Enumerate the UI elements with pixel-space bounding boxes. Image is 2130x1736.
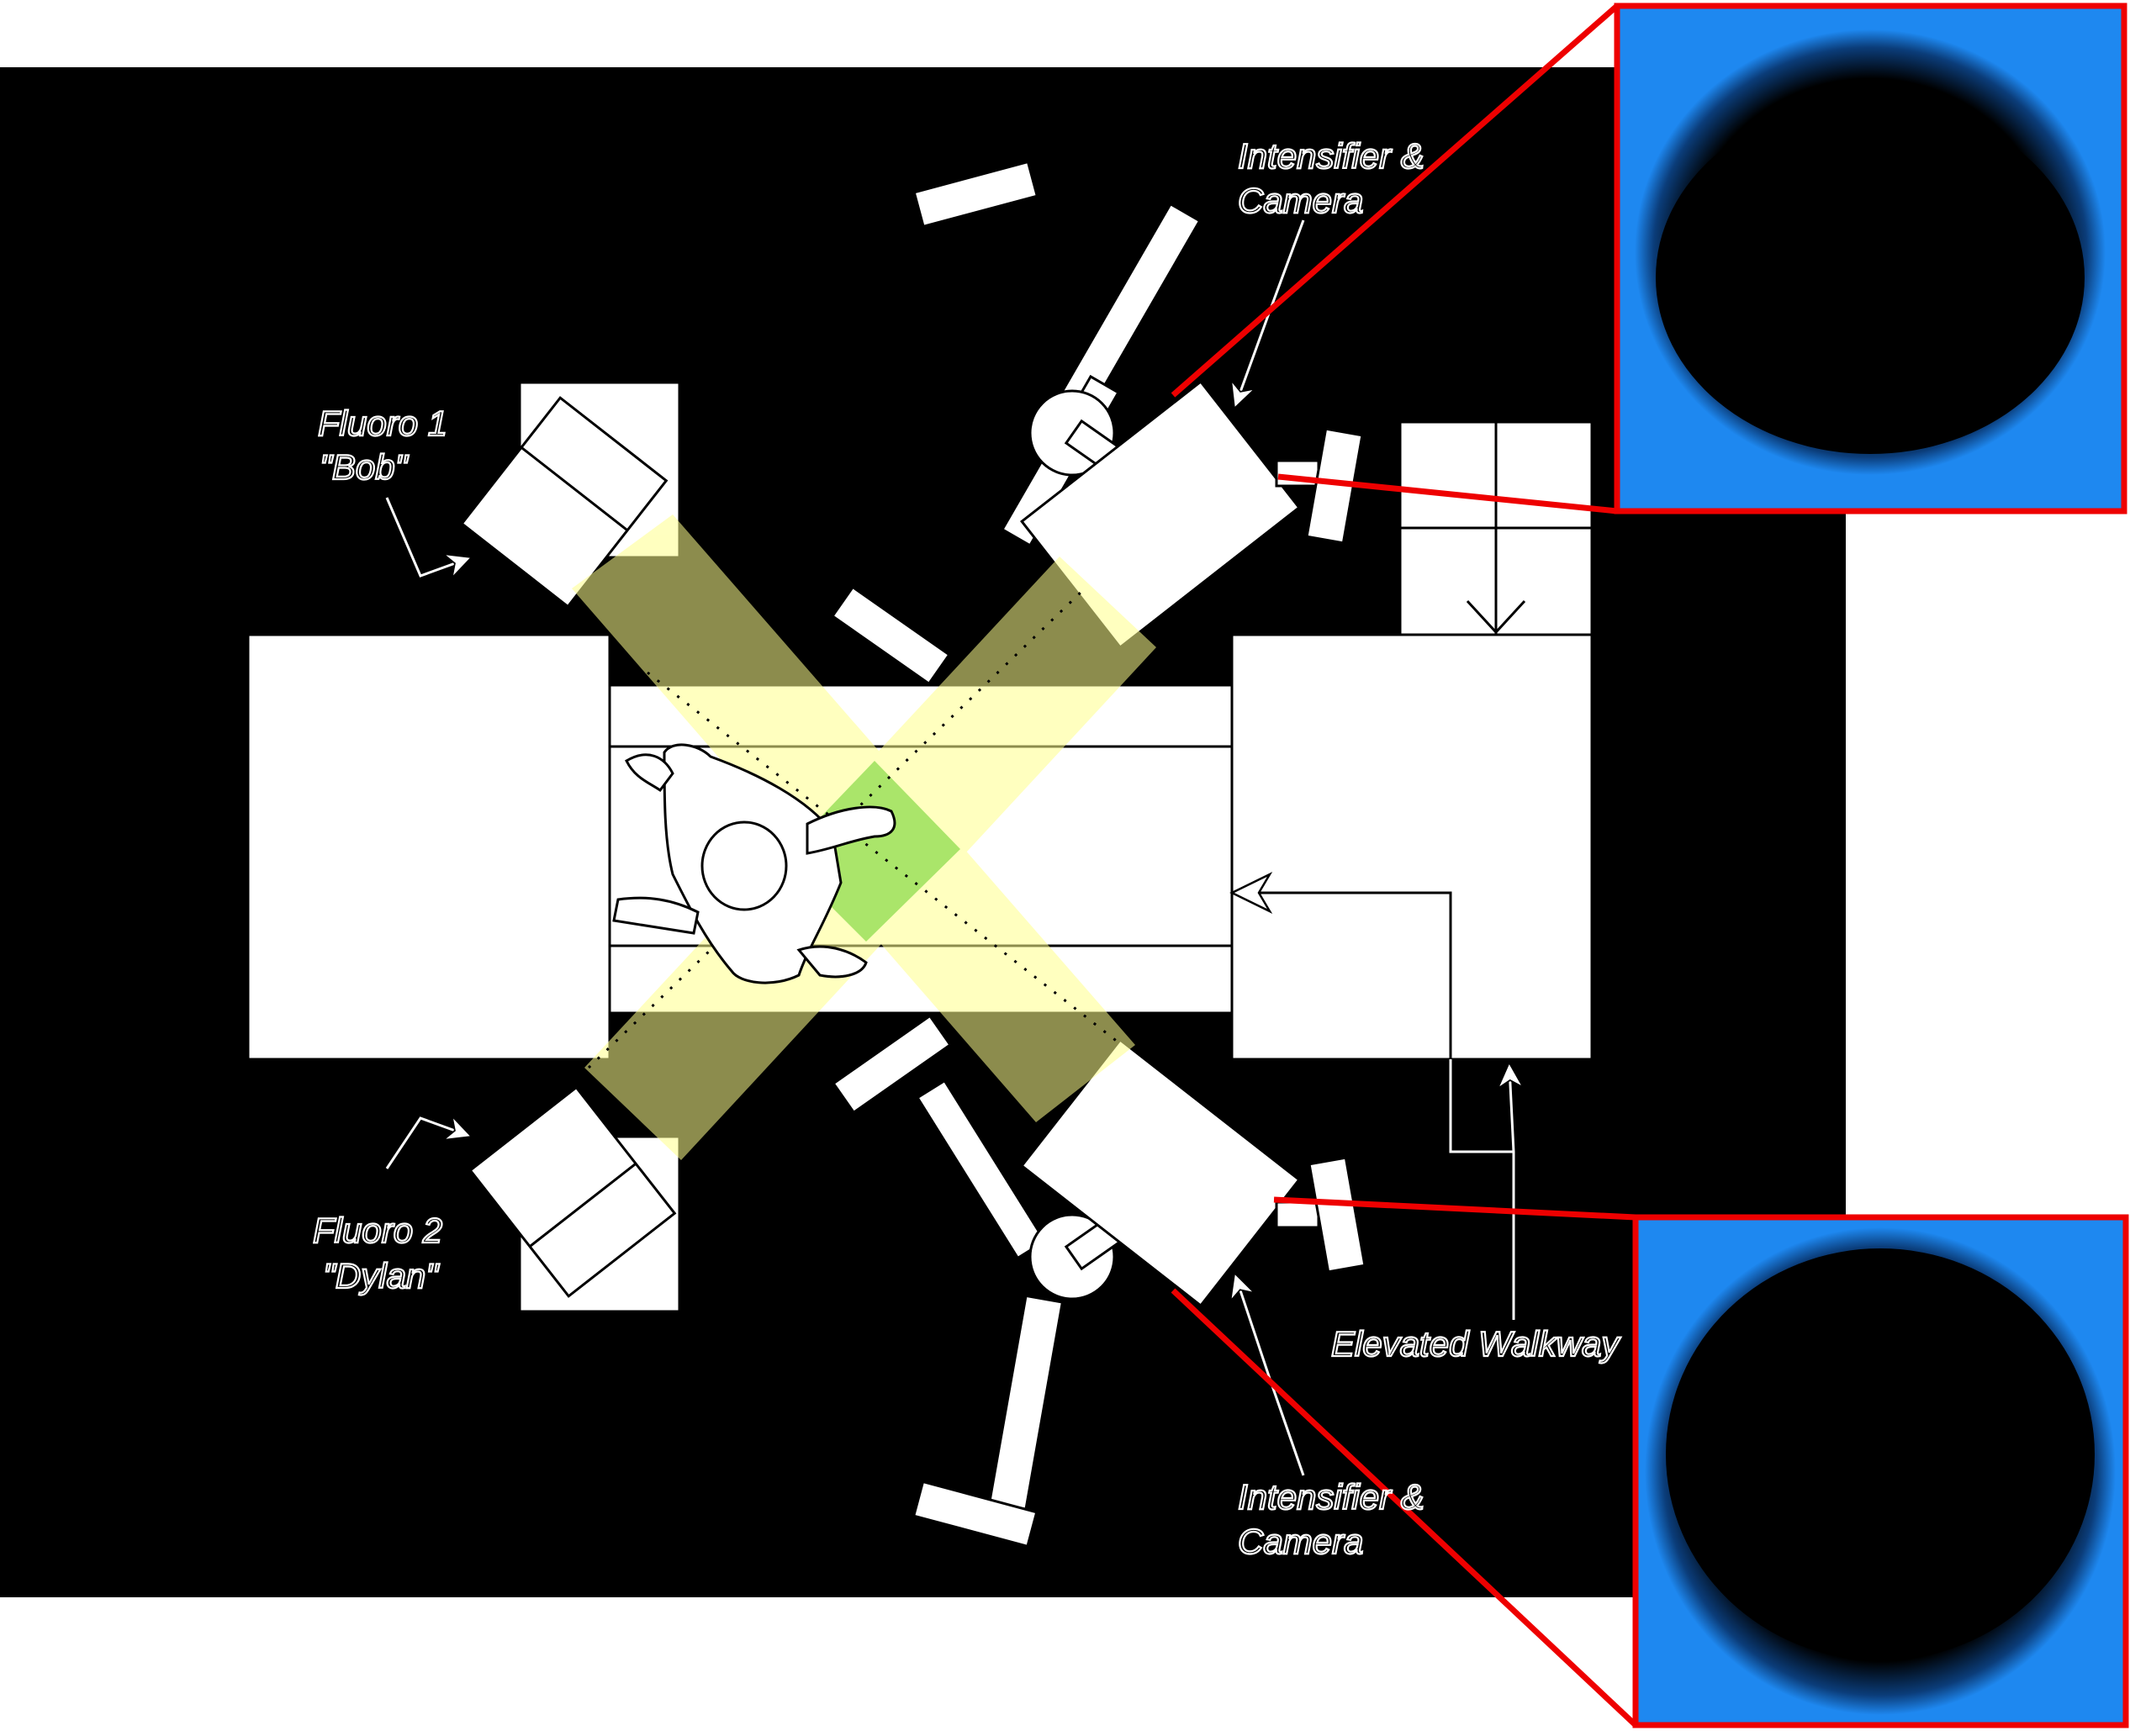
stairs-arrow-icon (1466, 599, 1526, 635)
lower-fluoro-image (1632, 1214, 2129, 1728)
upper-intensifier-stand (830, 160, 1202, 686)
fluoro-1-leader (385, 497, 467, 576)
beam-dotted-edges (587, 587, 1119, 1069)
intensifier-bottom-line2: Camera (1238, 1522, 1363, 1561)
arrowhead-icon (1229, 872, 1273, 914)
walkway-return-path (1240, 891, 1452, 1059)
fluoro-2-source (468, 1085, 681, 1313)
intensifier-top-line2: Camera (1238, 181, 1363, 220)
fluoro-1-name: Fluoro 1 (318, 404, 447, 443)
right-platform (1229, 420, 1594, 1153)
lower-inset-border (1632, 1214, 2129, 1728)
person-walking-figure (612, 743, 896, 984)
walkway-leader (1509, 1068, 1514, 1320)
callout-lines (1171, 3, 1638, 1728)
upper-fluoro-image (1614, 3, 2127, 514)
fluoro-2-nickname: "Dylan" (323, 1256, 440, 1295)
upper-intensifier-camera (1020, 379, 1364, 650)
fluoro-2-leader (385, 1118, 467, 1169)
fluoro-1-source (460, 381, 681, 609)
intensifier-bottom-line1: Intensifier & (1238, 1477, 1424, 1517)
fluoro-2-name: Fluoro 2 (313, 1211, 442, 1250)
walkway-path (1449, 1059, 1514, 1153)
left-platform (246, 633, 611, 1061)
fluoro-1-nickname: "Bob" (320, 447, 410, 487)
walkway-label: Elevated Walkway (1331, 1324, 1621, 1364)
intensifier-top-line1: Intensifier & (1238, 136, 1424, 176)
lower-intensifier-camera (1020, 1037, 1366, 1308)
lower-intensifier-stand (832, 1014, 1123, 1549)
